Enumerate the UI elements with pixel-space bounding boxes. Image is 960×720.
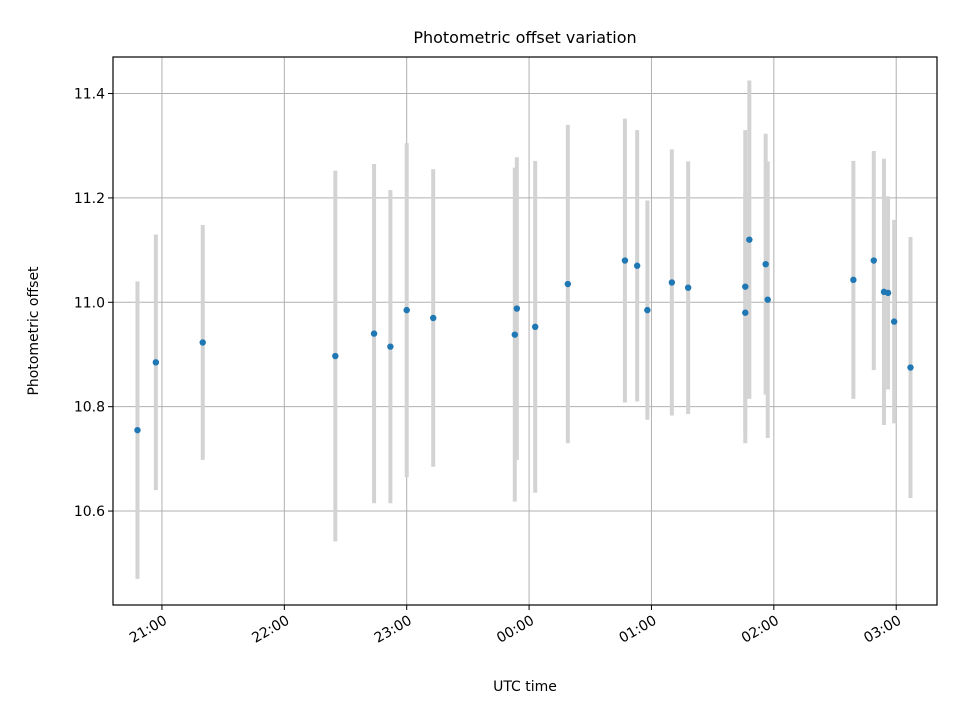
x-tick-label: 01:00 [617, 613, 660, 647]
data-point [513, 305, 521, 312]
data-point [564, 280, 572, 288]
data-point [684, 284, 692, 291]
data-point [764, 296, 771, 303]
y-tick-label: 11.2 [74, 191, 105, 207]
y-axis-ticks: 10.6 10.8 11.0 11.2 11.4 [74, 87, 113, 520]
x-axis-ticks: 21:00 22:00 23:00 00:00 01:00 02:00 03:00 [127, 605, 904, 647]
data-points [134, 236, 914, 434]
data-point [668, 279, 676, 286]
data-point [332, 352, 339, 360]
data-point [199, 339, 206, 346]
data-point [531, 323, 539, 331]
data-point [370, 330, 378, 337]
data-point [890, 318, 898, 325]
x-tick-label: 03:00 [861, 613, 904, 647]
data-point [511, 331, 519, 338]
gridlines [113, 57, 937, 605]
data-point [850, 276, 857, 284]
x-tick-label: 00:00 [494, 613, 537, 647]
x-tick-label: 02:00 [739, 613, 782, 647]
data-point [621, 257, 629, 264]
data-point [152, 359, 160, 366]
data-point [403, 306, 410, 314]
data-point [644, 306, 651, 314]
data-point [907, 364, 914, 371]
data-point [870, 257, 877, 264]
data-point [746, 236, 753, 243]
y-tick-label: 10.8 [74, 400, 105, 416]
y-axis-label: Photometric offset [26, 266, 42, 396]
y-tick-label: 11.4 [74, 87, 105, 103]
x-tick-label: 22:00 [249, 613, 292, 647]
data-point [387, 343, 394, 350]
x-tick-label: 23:00 [372, 613, 415, 647]
data-point [742, 309, 749, 316]
data-point [430, 314, 437, 322]
data-point [884, 289, 892, 297]
x-tick-label: 21:00 [127, 613, 170, 647]
y-tick-label: 11.0 [74, 295, 105, 311]
plot-area-frame [112, 56, 938, 606]
x-axis-label: UTC time [493, 679, 557, 695]
data-point [762, 260, 769, 268]
data-point [742, 283, 749, 290]
chart-title: Photometric offset variation [413, 28, 636, 47]
data-point [134, 426, 141, 434]
y-tick-label: 10.6 [74, 504, 105, 520]
error-bars [135, 80, 913, 579]
data-point [633, 262, 641, 269]
